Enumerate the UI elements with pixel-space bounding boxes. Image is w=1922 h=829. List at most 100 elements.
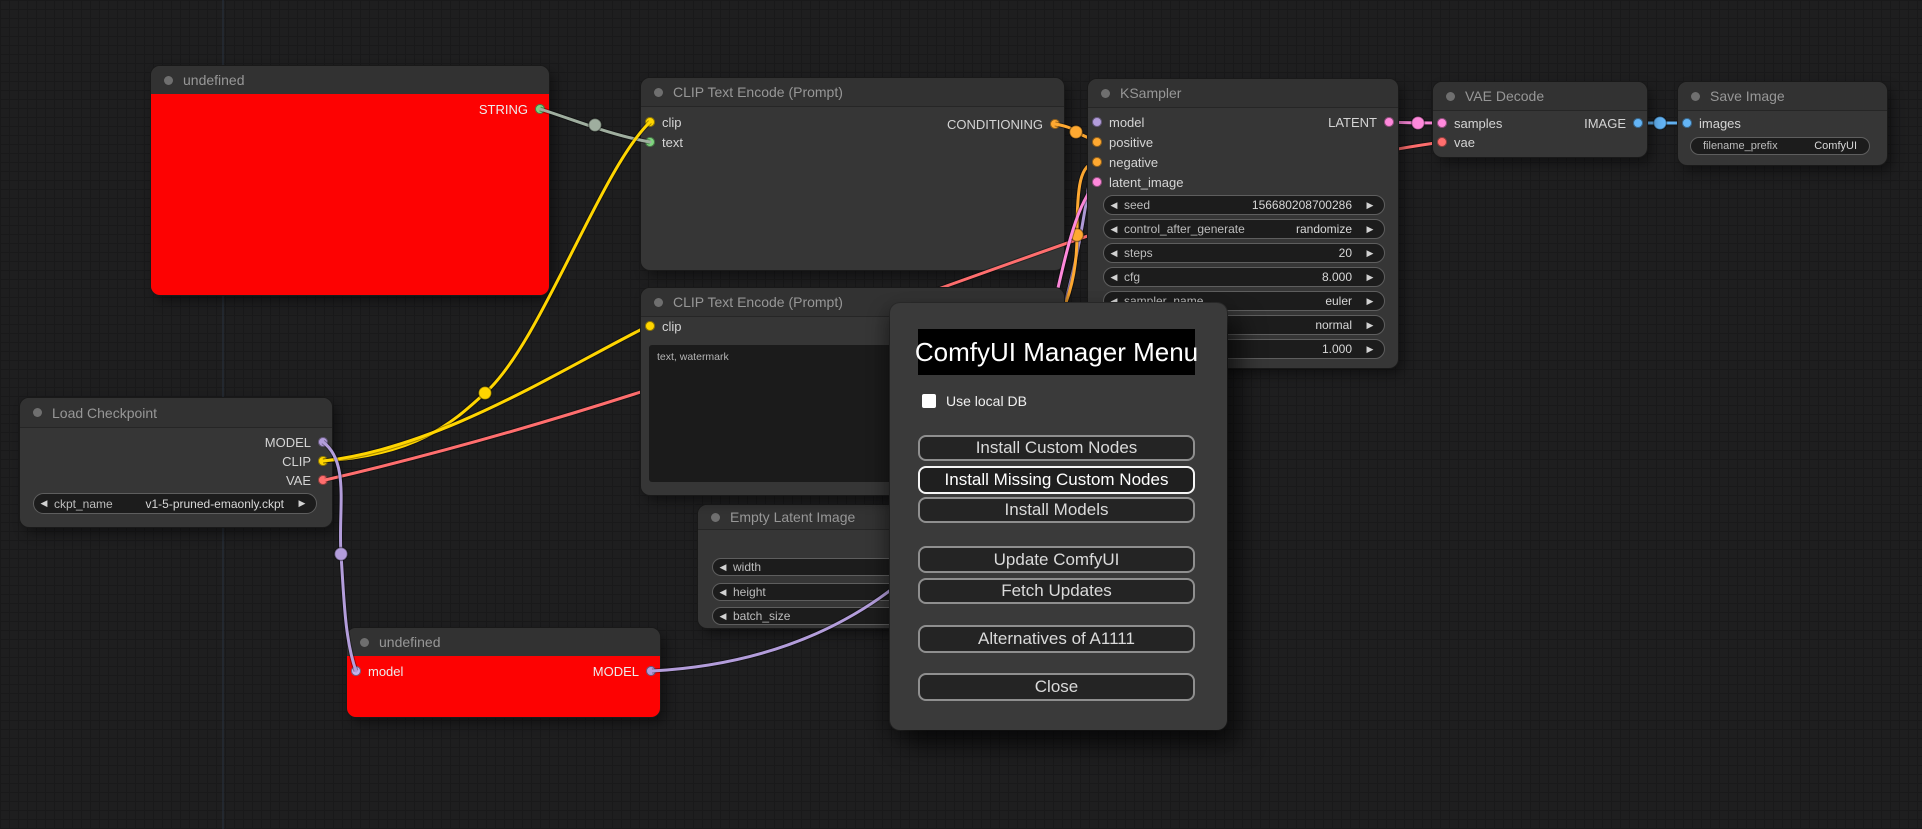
stepper-right-icon[interactable]: ▶: [1366, 343, 1374, 354]
collapse-dot-icon[interactable]: [654, 87, 663, 97]
install-custom-nodes-button[interactable]: Install Custom Nodes: [918, 435, 1195, 461]
input-dot-latent-image[interactable]: [1092, 177, 1102, 187]
output-slot-conditioning: CONDITIONING: [947, 114, 1060, 134]
stepper-right-icon[interactable]: ▶: [298, 498, 306, 508]
collapse-dot-icon[interactable]: [1101, 88, 1110, 98]
checkbox-label: Use local DB: [946, 393, 1027, 409]
use-local-db-checkbox[interactable]: [922, 394, 936, 408]
collapse-dot-icon[interactable]: [33, 408, 42, 417]
input-dot-positive[interactable]: [1092, 137, 1102, 147]
node-header[interactable]: Save Image: [1678, 82, 1887, 111]
slot-label: MODEL: [264, 434, 311, 450]
node-header[interactable]: undefined: [347, 628, 660, 657]
node-save-image[interactable]: Save Image images filename_prefix ComfyU…: [1678, 82, 1887, 165]
reroute-dot[interactable]: [1652, 115, 1668, 131]
node-header[interactable]: CLIP Text Encode (Prompt): [641, 78, 1064, 107]
output-dot-vae[interactable]: [318, 475, 328, 485]
node-body: [347, 656, 660, 717]
widget-label: width: [733, 560, 762, 574]
slot-label: latent_image: [1109, 174, 1184, 190]
slot-label: negative: [1109, 154, 1159, 170]
node-header[interactable]: Load Checkpoint: [20, 398, 332, 428]
slot-label: clip: [662, 114, 682, 130]
collapse-dot-icon[interactable]: [164, 75, 173, 85]
stepper-left-icon[interactable]: ◀: [719, 586, 727, 597]
input-dot-model[interactable]: [351, 666, 361, 676]
output-dot-string[interactable]: [535, 104, 545, 114]
batch-size-widget[interactable]: ◀ batch_size ▶: [712, 607, 914, 625]
collapse-dot-icon[interactable]: [654, 297, 663, 307]
output-dot-image[interactable]: [1633, 118, 1643, 128]
install-models-button[interactable]: Install Models: [918, 497, 1195, 523]
slot-label: model: [368, 663, 404, 679]
node-undefined-model[interactable]: undefined model MODEL: [347, 628, 660, 717]
stepper-right-icon[interactable]: ▶: [1366, 295, 1374, 306]
slot-label: CLIP: [282, 453, 311, 469]
output-dot-clip[interactable]: [318, 456, 328, 466]
reroute-dot[interactable]: [1069, 227, 1085, 243]
reroute-dot[interactable]: [477, 385, 493, 401]
collapse-dot-icon[interactable]: [711, 512, 720, 522]
stepper-right-icon[interactable]: ▶: [1366, 319, 1374, 330]
stepper-right-icon[interactable]: ▶: [1366, 223, 1374, 234]
reroute-dot[interactable]: [587, 117, 603, 133]
cfg-widget[interactable]: ◀ cfg 8.000 ▶: [1103, 267, 1385, 287]
node-undefined-string[interactable]: undefined STRING: [151, 66, 549, 295]
collapse-dot-icon[interactable]: [1691, 91, 1700, 101]
filename-prefix-widget[interactable]: filename_prefix ComfyUI: [1690, 137, 1870, 155]
output-dot-model[interactable]: [318, 437, 328, 447]
output-dot-conditioning[interactable]: [1050, 119, 1060, 129]
ckpt-name-widget[interactable]: ◀ ckpt_name v1-5-pruned-emaonly.ckpt ▶: [33, 493, 317, 514]
stepper-right-icon[interactable]: ▶: [1366, 247, 1374, 258]
node-header[interactable]: KSampler: [1088, 79, 1398, 108]
stepper-right-icon[interactable]: ▶: [1366, 271, 1374, 282]
input-dot-samples[interactable]: [1437, 118, 1447, 128]
input-dot-clip[interactable]: [645, 321, 655, 331]
stepper-left-icon[interactable]: ◀: [40, 498, 48, 508]
close-button[interactable]: Close: [918, 673, 1195, 701]
reroute-dot[interactable]: [333, 546, 349, 562]
widget-label: height: [733, 585, 766, 599]
widget-value: euler: [1325, 294, 1352, 308]
slot-label: model: [1109, 114, 1145, 130]
height-widget[interactable]: ◀ height ▶: [712, 583, 914, 601]
input-dot-vae[interactable]: [1437, 137, 1447, 147]
collapse-dot-icon[interactable]: [1446, 91, 1455, 101]
seed-widget[interactable]: ◀ seed 156680208700286 ▶: [1103, 195, 1385, 215]
install-missing-custom-nodes-button[interactable]: Install Missing Custom Nodes: [918, 466, 1195, 494]
widget-label: control_after_generate: [1124, 222, 1245, 236]
alternatives-of-a1111-button[interactable]: Alternatives of A1111: [918, 625, 1195, 653]
width-widget[interactable]: ◀ width ▶: [712, 558, 914, 576]
input-slot-vae: vae: [1437, 132, 1475, 152]
link-string-to-clip1-text-shadow: [539, 106, 651, 145]
reroute-dot[interactable]: [1410, 115, 1426, 131]
node-vae-decode[interactable]: VAE Decode samples vae IMAGE: [1433, 82, 1647, 157]
output-slot-model: MODEL: [265, 432, 328, 452]
input-dot-images[interactable]: [1682, 118, 1692, 128]
fetch-updates-button[interactable]: Fetch Updates: [918, 578, 1195, 604]
stepper-right-icon[interactable]: ▶: [1366, 199, 1374, 210]
stepper-left-icon[interactable]: ◀: [1110, 223, 1118, 234]
node-header[interactable]: VAE Decode: [1433, 82, 1647, 111]
stepper-left-icon[interactable]: ◀: [1110, 271, 1118, 282]
input-slot-negative: negative: [1092, 152, 1158, 172]
input-dot-model[interactable]: [1092, 117, 1102, 127]
steps-widget[interactable]: ◀ steps 20 ▶: [1103, 243, 1385, 263]
node-clip-text-encode-1[interactable]: CLIP Text Encode (Prompt) clip text COND…: [641, 78, 1064, 270]
stepper-left-icon[interactable]: ◀: [719, 561, 727, 572]
input-dot-text[interactable]: [645, 137, 655, 147]
update-comfyui-button[interactable]: Update ComfyUI: [918, 546, 1195, 573]
stepper-left-icon[interactable]: ◀: [1110, 247, 1118, 258]
input-dot-clip[interactable]: [645, 117, 655, 127]
collapse-dot-icon[interactable]: [360, 637, 369, 647]
node-load-checkpoint[interactable]: Load Checkpoint MODEL CLIP VAE ◀ ckpt_na…: [20, 398, 332, 527]
reroute-dot[interactable]: [1068, 124, 1084, 140]
output-dot-latent[interactable]: [1384, 117, 1394, 127]
node-header[interactable]: undefined: [151, 66, 549, 95]
output-dot-model[interactable]: [646, 666, 656, 676]
input-dot-negative[interactable]: [1092, 157, 1102, 167]
stepper-left-icon[interactable]: ◀: [1110, 199, 1118, 210]
stepper-left-icon[interactable]: ◀: [719, 610, 727, 621]
control-after-generate-widget[interactable]: ◀ control_after_generate randomize ▶: [1103, 219, 1385, 239]
